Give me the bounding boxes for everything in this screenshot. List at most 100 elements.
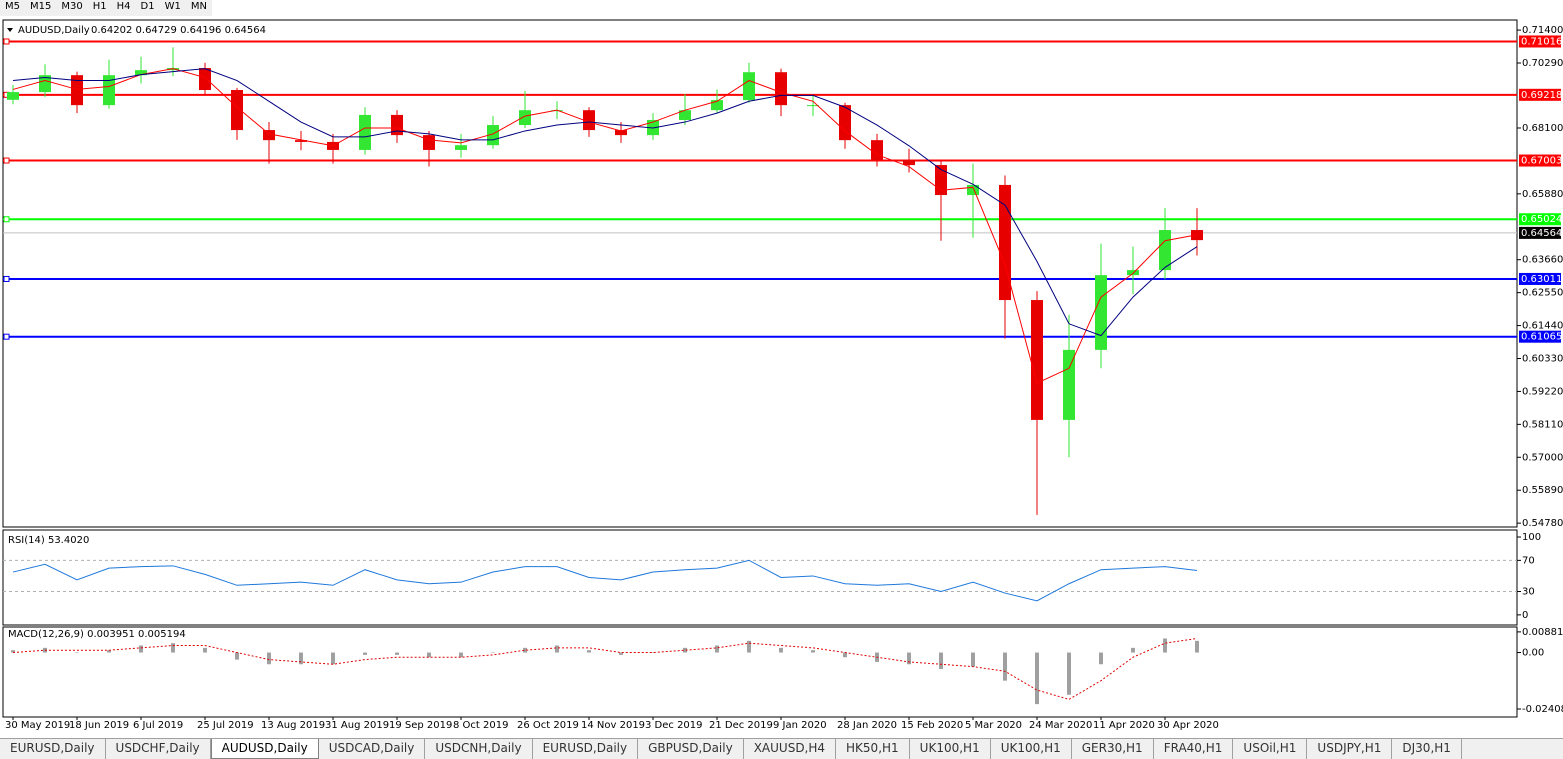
candle-body [231, 90, 243, 131]
chart-tab[interactable]: USDJPY,H1 [1307, 739, 1393, 759]
quote: 0.64202 0.64729 0.64196 0.64564 [91, 25, 266, 36]
chart-tab[interactable]: USDCHF,Daily [106, 739, 211, 759]
macd-bar [939, 652, 943, 669]
macd-bar [1035, 652, 1039, 705]
macd-bar [1067, 652, 1071, 695]
x-tick-label: 28 Jan 2020 [837, 720, 897, 731]
chart-tab[interactable]: AUDUSD,Daily [210, 739, 319, 759]
level-label-box [1519, 88, 1561, 101]
chart-tab[interactable]: GBPUSD,Daily [638, 739, 744, 759]
panel-frame [2, 529, 1518, 626]
x-tick-label: 8 Oct 2019 [453, 720, 508, 731]
y-tick-label: 0.70290 [1522, 58, 1563, 69]
x-tick-label: 11 Apr 2020 [1093, 720, 1155, 731]
macd-bar [843, 652, 847, 658]
x-tick-label: 30 Apr 2020 [1157, 720, 1219, 731]
chart-tab[interactable]: EURUSD,Daily [533, 739, 639, 759]
level-label: 0.67003 [1521, 156, 1562, 167]
x-tick-label: 19 Sep 2019 [389, 720, 452, 731]
chart-tab[interactable]: DJ30,H1 [1392, 739, 1462, 759]
candle-body [775, 72, 787, 106]
candle-body [135, 70, 147, 76]
chart-tab[interactable]: USDCNH,Daily [425, 739, 533, 759]
macd-bar [683, 647, 687, 653]
timeframe-button[interactable]: MN [190, 1, 207, 12]
macd-bar [651, 652, 655, 654]
candle-body [263, 130, 275, 141]
y-tick-label: 0.54780 [1522, 518, 1563, 529]
level-label: 0.69218 [1521, 90, 1562, 101]
y-tick-label: 0.62550 [1522, 288, 1563, 299]
candle-body [359, 114, 371, 150]
timeframe-button[interactable]: M30 [61, 1, 83, 12]
macd-bar [747, 640, 751, 653]
macd-bar [363, 652, 367, 655]
candle-body [39, 75, 51, 93]
macd-bar [811, 650, 815, 653]
candle-body [903, 160, 915, 166]
macd-bar [619, 652, 623, 655]
moving-average [12, 68, 1198, 384]
macd-bar [107, 650, 111, 653]
y-tick-label: 0 [1522, 610, 1528, 621]
y-tick-label: 70 [1522, 555, 1535, 566]
level-label-box [1519, 35, 1561, 48]
macd-bar [523, 647, 527, 653]
macd-bar [779, 647, 783, 653]
timeframe-button[interactable]: M15 [30, 1, 52, 12]
macd-bar [75, 652, 79, 654]
candle-body [615, 130, 627, 136]
timeframe-button[interactable]: D1 [140, 1, 155, 12]
macd-bar [1131, 647, 1135, 653]
macd-signal [12, 637, 1198, 700]
macd-bar [139, 645, 143, 653]
level-handle [3, 157, 10, 164]
indicator-title: MACD(12,26,9) 0.003951 0.005194 [8, 629, 186, 640]
x-tick-label: 21 Dec 2019 [709, 720, 773, 731]
chart-tab[interactable]: EURUSD,Daily [0, 739, 106, 759]
timeframe-button[interactable]: H1 [92, 1, 107, 12]
level-label: 0.65024 [1521, 214, 1562, 225]
chart-tab[interactable]: UK100,H1 [991, 739, 1072, 759]
moving-average [12, 68, 1198, 337]
x-tick-label: 25 Jul 2019 [197, 720, 254, 731]
macd-bar [459, 652, 463, 658]
timeframe-button[interactable]: W1 [164, 1, 181, 12]
chart-tab[interactable]: GER30,H1 [1072, 739, 1154, 759]
candle-body [1159, 230, 1171, 271]
candle-body [71, 75, 83, 106]
y-tick-label: 0.58110 [1522, 419, 1563, 430]
chart-tab[interactable]: HK50,H1 [836, 739, 910, 759]
candle-body [199, 68, 211, 91]
timeframe-button[interactable]: M5 [5, 1, 20, 12]
y-tick-label: 0.68100 [1522, 123, 1563, 134]
macd-bar [171, 643, 175, 653]
chart-tab[interactable]: USOil,H1 [1233, 739, 1308, 759]
macd-bar [971, 652, 975, 667]
macd-bar [203, 647, 207, 653]
level-label: 0.63011 [1521, 274, 1562, 285]
chart-symbol: AUDUSD,Daily [18, 25, 90, 36]
y-tick-label: 0.008815 [1522, 627, 1563, 638]
indicator-title: RSI(14) 53.4020 [8, 535, 89, 546]
chart-tab[interactable]: UK100,H1 [910, 739, 991, 759]
y-tick-label: 0.57000 [1522, 452, 1563, 463]
chart-tab[interactable]: XAUUSD,H4 [744, 739, 837, 759]
candle-body [1095, 275, 1107, 350]
chart-tab[interactable]: FRA40,H1 [1154, 739, 1234, 759]
macd-bar [235, 652, 239, 660]
panel-frame [2, 626, 1518, 718]
level-handle [3, 216, 10, 223]
candle-body [1063, 349, 1075, 420]
level-label: 0.61065 [1521, 332, 1562, 343]
x-tick-label: 26 Oct 2019 [517, 720, 579, 731]
x-tick-label: 6 Jul 2019 [133, 720, 183, 731]
panel-frame [2, 19, 1518, 528]
timeframe-toolbar: M5 M15 M30 H1 H4 D1 W1 MN [0, 0, 212, 16]
rsi-line [12, 559, 1198, 602]
candle-body [999, 184, 1011, 301]
chart-tab[interactable]: USDCAD,Daily [319, 739, 426, 759]
chart-tabs: EURUSD,Daily USDCHF,Daily AUDUSD,Daily USDC… [0, 738, 1563, 759]
timeframe-button[interactable]: H4 [116, 1, 131, 12]
macd-bar [555, 645, 559, 653]
